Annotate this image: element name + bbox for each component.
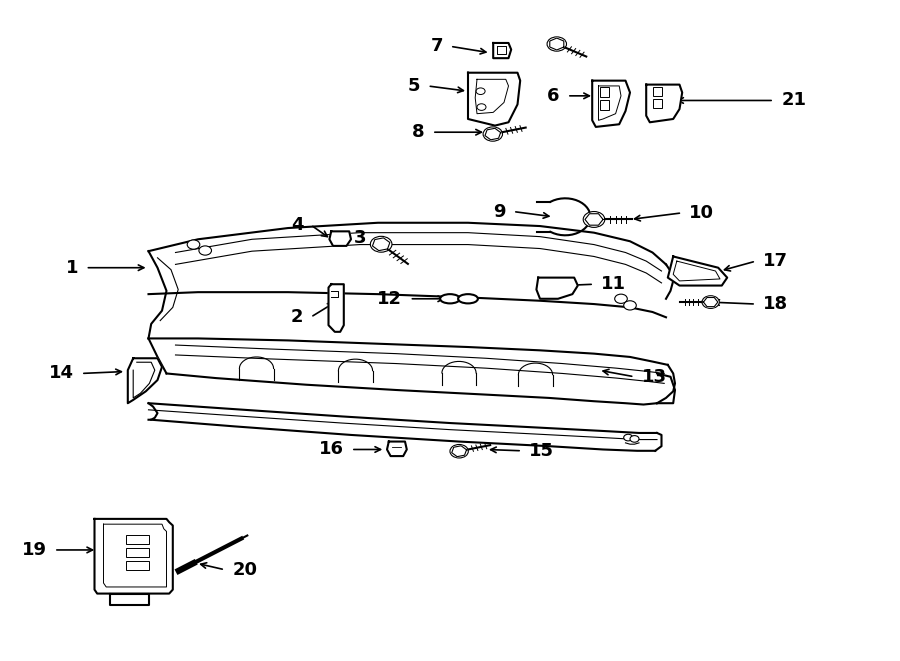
Circle shape	[450, 444, 468, 458]
Text: 12: 12	[377, 290, 402, 308]
Circle shape	[547, 37, 566, 51]
Text: 8: 8	[412, 123, 425, 141]
Circle shape	[624, 434, 633, 441]
Polygon shape	[452, 446, 466, 457]
Polygon shape	[373, 238, 390, 251]
Polygon shape	[94, 519, 173, 594]
Polygon shape	[328, 284, 344, 332]
FancyBboxPatch shape	[600, 87, 609, 97]
FancyBboxPatch shape	[126, 561, 148, 570]
Polygon shape	[493, 43, 511, 58]
Polygon shape	[148, 223, 673, 317]
Circle shape	[476, 88, 485, 95]
Text: 1: 1	[66, 258, 78, 277]
Text: 18: 18	[763, 295, 788, 313]
FancyBboxPatch shape	[126, 548, 148, 557]
Text: 13: 13	[642, 368, 667, 386]
Text: 21: 21	[781, 91, 806, 110]
Polygon shape	[668, 256, 727, 286]
Circle shape	[702, 295, 719, 309]
Text: 5: 5	[408, 77, 420, 95]
Polygon shape	[329, 231, 351, 246]
Polygon shape	[148, 403, 662, 451]
Text: 19: 19	[22, 541, 47, 559]
Polygon shape	[128, 358, 162, 403]
Polygon shape	[550, 38, 563, 50]
Circle shape	[624, 301, 636, 310]
Text: 3: 3	[354, 229, 366, 247]
Text: 11: 11	[601, 275, 626, 293]
Circle shape	[615, 294, 627, 303]
Text: 6: 6	[547, 87, 560, 105]
Polygon shape	[704, 297, 718, 307]
Circle shape	[630, 436, 639, 442]
Circle shape	[483, 127, 502, 141]
Polygon shape	[485, 128, 500, 139]
Text: 4: 4	[291, 215, 303, 234]
Circle shape	[371, 237, 392, 253]
Polygon shape	[148, 338, 675, 405]
Circle shape	[199, 246, 212, 255]
Text: 9: 9	[493, 202, 506, 221]
Text: 10: 10	[689, 204, 715, 222]
Text: 20: 20	[232, 561, 257, 579]
FancyBboxPatch shape	[653, 99, 662, 108]
Circle shape	[187, 240, 200, 249]
Ellipse shape	[440, 294, 460, 303]
Polygon shape	[592, 81, 630, 127]
Text: 7: 7	[430, 37, 443, 56]
FancyBboxPatch shape	[600, 100, 609, 110]
Polygon shape	[536, 278, 578, 299]
Circle shape	[583, 212, 605, 227]
Ellipse shape	[458, 294, 478, 303]
Polygon shape	[387, 442, 407, 456]
Text: 17: 17	[763, 252, 788, 270]
Text: 16: 16	[319, 440, 344, 459]
FancyBboxPatch shape	[126, 535, 148, 544]
Circle shape	[477, 104, 486, 110]
Polygon shape	[585, 214, 603, 225]
Polygon shape	[468, 73, 520, 126]
Text: 14: 14	[49, 364, 74, 383]
Polygon shape	[646, 85, 682, 122]
Text: 15: 15	[529, 442, 554, 460]
Text: 2: 2	[291, 308, 303, 327]
FancyBboxPatch shape	[653, 87, 662, 96]
